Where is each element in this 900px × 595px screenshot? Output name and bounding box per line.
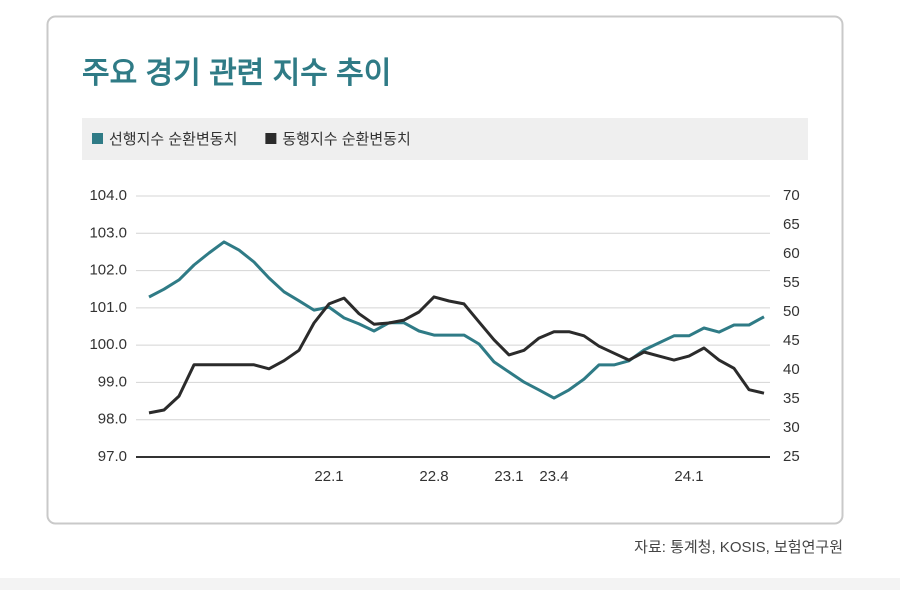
y2-tick-label: 65 xyxy=(783,216,800,233)
y-tick-label: 97.0 xyxy=(98,448,127,465)
bottom-band xyxy=(0,578,900,590)
legend-label: 선행지수 순환변동치 xyxy=(109,131,237,148)
y2-tick-label: 60 xyxy=(783,245,800,262)
y-tick-label: 102.0 xyxy=(89,262,127,279)
y2-tick-label: 70 xyxy=(783,187,800,204)
y-tick-label: 98.0 xyxy=(98,411,127,428)
y2-tick-label: 40 xyxy=(783,361,800,378)
y-tick-label: 100.0 xyxy=(89,336,127,353)
x-tick-label: 24.1 xyxy=(674,468,703,485)
x-tick-label: 23.4 xyxy=(539,468,568,485)
legend-swatch xyxy=(92,133,103,144)
card xyxy=(46,15,844,525)
y2-tick-label: 35 xyxy=(783,390,800,407)
x-tick-label: 22.8 xyxy=(419,468,448,485)
series-line xyxy=(148,240,765,400)
chart-title: 주요 경기 관련 지수 추이 xyxy=(82,57,391,90)
y-tick-label: 99.0 xyxy=(98,373,127,390)
y2-tick-label: 45 xyxy=(783,332,800,349)
y2-tick-label: 25 xyxy=(783,448,800,465)
legend-swatch xyxy=(265,133,277,144)
legend-label: 동행지수 순환변동치 xyxy=(282,131,410,148)
y2-tick-label: 55 xyxy=(783,274,800,291)
y-tick-label: 104.0 xyxy=(89,187,127,204)
source-note: 자료: 통계청, KOSIS, 보험연구원 xyxy=(634,539,843,556)
series-line xyxy=(148,295,765,415)
y2-tick-label: 50 xyxy=(783,303,800,320)
legend-band xyxy=(82,118,808,160)
y-tick-label: 103.0 xyxy=(89,224,127,241)
x-tick-label: 22.1 xyxy=(314,468,343,485)
y2-tick-label: 30 xyxy=(783,419,800,436)
y-tick-label: 101.0 xyxy=(89,299,127,316)
x-tick-label: 23.1 xyxy=(494,468,523,485)
legend: 선행지수 순환변동치 동행지수 순환변동치 xyxy=(92,131,411,148)
